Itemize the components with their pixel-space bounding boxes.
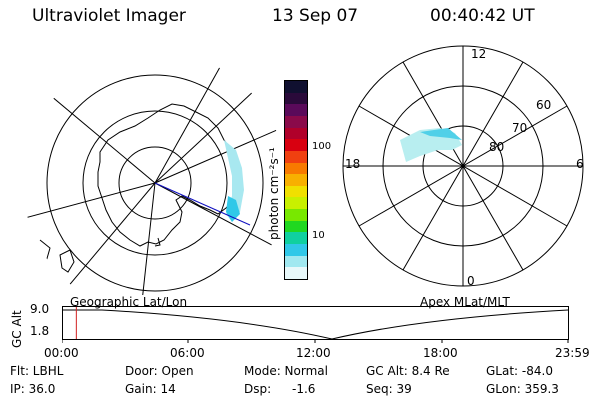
altitude-curve [62,309,569,340]
magnetic-map [342,45,584,287]
colorbar-segment [285,267,307,280]
mag-map-caption: Apex MLat/MLT [420,295,510,309]
seq-info: Seq: 39 [366,382,412,396]
colorbar-label: photon cm⁻²s⁻¹ [267,147,281,240]
aurora-emission [224,140,244,222]
colorbar-segment [285,127,307,140]
continent-outline [97,103,241,247]
instrument-title: Ultraviolet Imager [32,6,186,26]
time-tick-1200: 12:00 [296,346,331,360]
mlat-label-80: 80 [489,140,505,154]
door-info: Door: Open [125,364,194,378]
ip-info: IP: 36.0 [10,382,56,396]
filter-info: Flt: LBHL [10,364,64,378]
colorbar-segment [285,162,307,175]
colorbar-segment [285,174,307,187]
mlt-label-12: 12 [471,47,487,61]
colorbar [284,80,308,280]
time-tick-2359: 23:59 [555,346,590,360]
colorbar-segment [285,150,307,164]
mlat-label-70: 70 [512,121,528,135]
colorbar-segment [285,244,307,257]
colorbar-segment [285,139,307,152]
date-label: 13 Sep 07 [272,6,359,26]
colorbar-segment [285,115,307,129]
time-tick-1800: 18:00 [423,346,458,360]
colorbar-segment [285,220,307,233]
glon-info: GLon: 359.3 [486,382,559,396]
colorbar-tick-100: 100 [312,141,332,152]
altitude-ytick-low: 1.8 [30,324,50,338]
time-tick-0000: 00:00 [44,346,79,360]
colorbar-segment [285,81,307,94]
mlt-label-0: 0 [467,274,475,288]
gain-info: Gain: 14 [125,382,176,396]
mlt-label-6: 6 [576,157,584,171]
glat-info: GLat: -84.0 [486,364,553,378]
gc-alt-info: GC Alt: 8.4 Re [366,364,450,378]
colorbar-segment [285,104,307,117]
mlt-label-18: 18 [345,157,361,171]
colorbar-tick-10: 10 [312,230,325,241]
colorbar-segment [285,92,307,105]
geographic-map [23,51,287,295]
colorbar-segment [285,185,307,198]
mlat-label-60: 60 [536,98,552,112]
altitude-ytick-high: 9.0 [30,302,50,316]
colorbar-segment [285,232,307,245]
dsp-info: Dsp: [244,382,272,396]
geo-map-caption: Geographic Lat/Lon [70,295,188,309]
dsp-value: -1.6 [292,382,316,396]
time-label: 00:40:42 UT [430,6,535,26]
altitude-plot [62,306,569,343]
colorbar-segment [285,197,307,210]
time-tick-0600: 06:00 [170,346,205,360]
mode-info: Mode: Normal [244,364,328,378]
altitude-ylabel: GC Alt [10,310,24,348]
colorbar-segment [285,255,307,268]
colorbar-segment [285,209,307,222]
